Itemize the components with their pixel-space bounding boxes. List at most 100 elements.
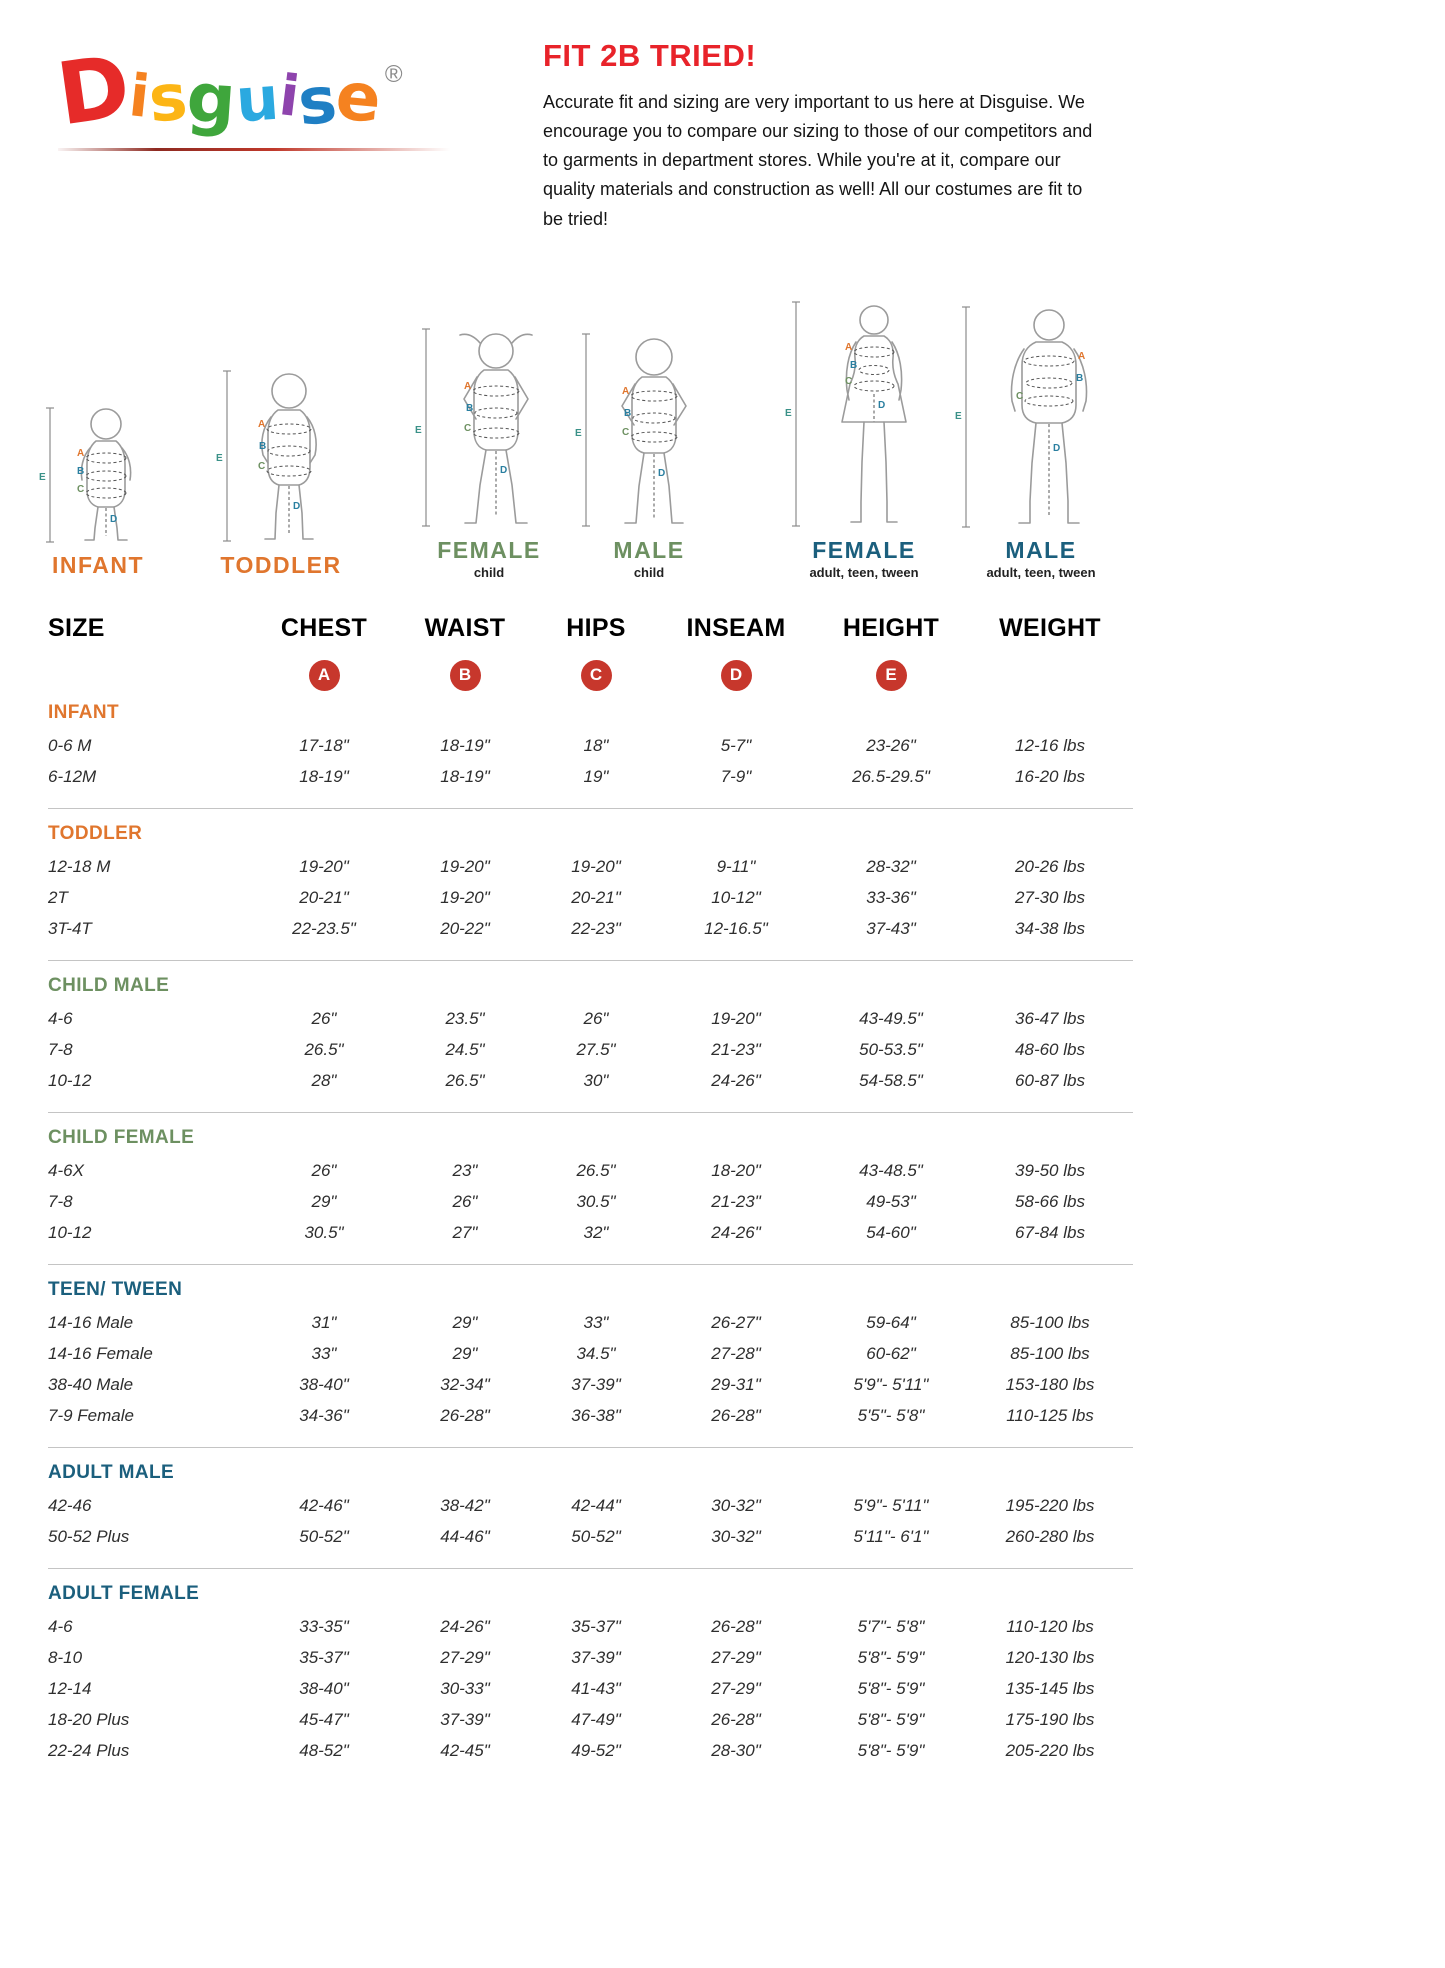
size-table: SIZE CHEST WAIST HIPS INSEAM HEIGHT WEIG… [48,606,1133,1766]
cell-height: 49-53" [866,1191,916,1211]
svg-text:A: A [845,342,852,353]
svg-text:B: B [624,408,631,419]
cell-height: 5'5"- 5'8" [857,1405,925,1425]
logo-letter: e [332,57,385,138]
cell-chest: 26" [311,1160,337,1180]
cell-inseam: 26-28" [711,1405,761,1425]
cell-hips: 18" [583,735,609,755]
logo-letter: g [184,58,239,141]
cell-chest: 31" [311,1312,337,1332]
table-row: 3T-4T 22-23.5" 20-22" 22-23" 12-16.5" 37… [48,913,1133,944]
svg-text:B: B [466,403,473,414]
logo-letter: s [146,60,191,138]
table-row: 50-52 Plus 50-52" 44-46" 50-52" 30-32" 5… [48,1521,1133,1552]
cell-chest: 18-19" [299,766,349,786]
cell-chest: 29" [311,1191,337,1211]
figure-sublabel-male-child: child [633,565,665,580]
cell-inseam: 26-28" [711,1616,761,1636]
cell-size: 7-9 Female [48,1405,134,1425]
cell-waist: 27" [452,1222,478,1242]
cell-height: 28-32" [866,856,916,876]
cell-inseam: 9-11" [716,856,756,876]
figure-sublabel-female-adult: adult, teen, tween [809,565,919,580]
section-title: CHILD FEMALE [48,1127,195,1148]
svg-text:D: D [110,514,117,525]
cell-size: 3T-4T [48,918,92,938]
cell-waist: 38-42" [440,1495,490,1515]
cell-size: 4-6X [48,1160,84,1180]
cell-size: 18-20 Plus [48,1709,130,1729]
cell-size: 8-10 [48,1647,83,1667]
female-adult-body-diagram-icon: E A B C D [785,301,907,527]
svg-text:A: A [1078,351,1085,362]
cell-hips: 19-20" [571,856,621,876]
cell-height: 5'11"- 6'1" [853,1526,929,1546]
cell-chest: 35-37" [299,1647,349,1667]
cell-inseam: 24-26" [711,1070,761,1090]
cell-weight: 85-100 lbs [1010,1312,1090,1332]
cell-hips: 41-43" [571,1678,621,1698]
cell-hips: 36-38" [571,1405,621,1425]
cell-size: 42-46 [48,1495,92,1515]
toddler-body-diagram-icon: E A B C D [216,370,317,542]
disguise-logo: Disguise ® [51,37,478,151]
cell-chest: 19-20" [299,856,349,876]
section-divider [48,1447,1133,1448]
cell-chest: 33-35" [299,1616,349,1636]
cell-chest: 28" [311,1070,337,1090]
cell-chest: 33" [311,1343,337,1363]
cell-weight: 195-220 lbs [1005,1495,1095,1515]
cell-chest: 22-23.5" [292,918,356,938]
svg-text:A: A [622,386,629,397]
cell-waist: 27-29" [440,1647,490,1667]
cell-weight: 67-84 lbs [1015,1222,1085,1242]
cell-hips: 42-44" [571,1495,621,1515]
table-row: 18-20 Plus 45-47" 37-39" 47-49" 26-28" 5… [48,1704,1133,1735]
cell-height: 5'8"- 5'9" [857,1709,925,1729]
svg-text:E: E [415,425,422,436]
cell-hips: 47-49" [571,1709,621,1729]
cell-weight: 135-145 lbs [1005,1678,1095,1698]
table-row: 12-14 38-40" 30-33" 41-43" 27-29" 5'8"- … [48,1673,1133,1704]
svg-text:E: E [955,411,962,422]
figure-label-male-adult: MALE [1005,537,1077,563]
svg-text:D: D [878,400,885,411]
table-row: 7-8 26.5" 24.5" 27.5" 21-23" 50-53.5" 48… [48,1034,1133,1065]
figure-label-female-child: FEMALE [437,537,541,563]
svg-text:C: C [845,376,852,387]
cell-hips: 35-37" [571,1616,621,1636]
cell-waist: 30-33" [440,1678,490,1698]
table-section: CHILD FEMALE 4-6X 26" 23" 26.5" 18-20" 4… [48,1112,1133,1248]
intro-block: FIT 2B TRIED! Accurate fit and sizing ar… [543,38,1095,234]
cell-waist: 32-34" [440,1374,490,1394]
cell-inseam: 29-31" [711,1374,761,1394]
cell-height: 33-36" [866,887,916,907]
cell-waist: 42-45" [440,1740,490,1760]
cell-size: 7-8 [48,1039,73,1059]
cell-inseam: 12-16.5" [704,918,768,938]
cell-inseam: 27-29" [711,1678,761,1698]
cell-waist: 19-20" [440,856,490,876]
cell-weight: 85-100 lbs [1010,1343,1090,1363]
table-row: 42-46 42-46" 38-42" 42-44" 30-32" 5'9"- … [48,1490,1133,1521]
cell-height: 5'8"- 5'9" [857,1647,925,1667]
cell-waist: 18-19" [440,735,490,755]
cell-hips: 49-52" [571,1740,621,1760]
cell-weight: 120-130 lbs [1005,1647,1095,1667]
column-header-size: SIZE [48,613,105,642]
cell-waist: 29" [452,1343,478,1363]
cell-inseam: 27-29" [711,1647,761,1667]
cell-waist: 29" [452,1312,478,1332]
cell-hips: 37-39" [571,1647,621,1667]
badge-b-waist-icon: B [449,659,481,691]
section-divider [48,960,1133,961]
cell-waist: 44-46" [440,1526,490,1546]
svg-text:B: B [77,466,84,477]
cell-hips: 19" [583,766,609,786]
table-section: ADULT MALE 42-46 42-46" 38-42" 42-44" 30… [48,1447,1133,1552]
table-section: INFANT 0-6 M 17-18" 18-19" 18" 5-7" 23-2… [48,698,1133,792]
cell-chest: 34-36" [299,1405,349,1425]
figure-infant: E A B C D INFANT [35,396,161,580]
figure-female-adult: E A B C D FEMALE adult, teen, tween [778,296,950,580]
cell-weight: 110-125 lbs [1006,1405,1094,1425]
